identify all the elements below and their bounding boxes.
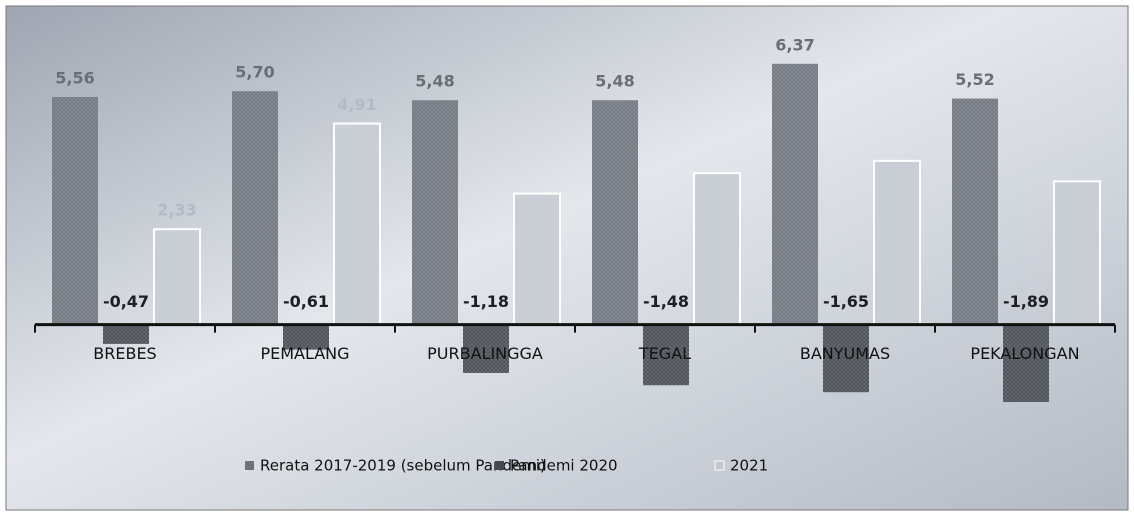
- x-tick-label: PURBALINGGA: [427, 344, 543, 363]
- data-label: -0,47: [103, 292, 149, 311]
- data-label: 4,91: [337, 95, 376, 114]
- data-label: -1,89: [1003, 292, 1049, 311]
- x-tick-label: PEMALANG: [260, 344, 349, 363]
- bar-texture: [463, 324, 509, 373]
- legend-label: Rerata 2017-2019 (sebelum Pandemi): [260, 457, 546, 475]
- bar-texture: [772, 63, 818, 325]
- data-label: -1,18: [463, 292, 509, 311]
- bar-texture: [103, 324, 149, 344]
- bar-texture: [412, 100, 458, 325]
- data-label: 2,33: [157, 201, 196, 220]
- data-label: 5,48: [595, 72, 634, 91]
- bar-texture: [1054, 181, 1100, 325]
- x-tick-label: TEGAL: [638, 344, 691, 363]
- data-label: 6,37: [775, 35, 814, 54]
- legend-label: Pandemi 2020: [510, 457, 618, 475]
- x-tick-label: BANYUMAS: [800, 344, 890, 363]
- bar-texture: [154, 229, 200, 325]
- legend-swatch: [495, 461, 504, 470]
- x-tick-label: PEKALONGAN: [970, 344, 1079, 363]
- plot-area: 5,56 -0,47 2,33 BREBES 5,70 -0,61 4,91 PEMALANG…: [34, 35, 1116, 403]
- bar-texture: [514, 193, 560, 325]
- data-label: 5,70: [235, 63, 274, 82]
- data-label: -1,65: [823, 292, 869, 311]
- data-label: 5,48: [415, 72, 454, 91]
- bar-texture: [823, 324, 869, 393]
- bar-texture: [1003, 324, 1049, 403]
- data-label: 5,56: [55, 68, 94, 87]
- bar-texture: [283, 324, 329, 350]
- legend-swatch: [714, 460, 725, 471]
- bar-texture: [334, 123, 380, 325]
- bar-texture: [232, 91, 278, 325]
- bar-texture: [592, 100, 638, 325]
- bar-texture: [52, 96, 98, 325]
- data-label: -0,61: [283, 292, 329, 311]
- data-label: 5,52: [955, 70, 994, 89]
- bar-texture: [874, 160, 920, 325]
- legend-swatch: [245, 461, 254, 470]
- bar-texture: [643, 324, 689, 386]
- legend: Rerata 2017-2019 (sebelum Pandemi)Pandem…: [245, 457, 768, 475]
- bar-texture: [694, 173, 740, 325]
- data-label: -1,48: [643, 292, 689, 311]
- legend-label: 2021: [730, 457, 768, 475]
- x-tick-label: BREBES: [93, 344, 156, 363]
- bar-texture: [952, 98, 998, 325]
